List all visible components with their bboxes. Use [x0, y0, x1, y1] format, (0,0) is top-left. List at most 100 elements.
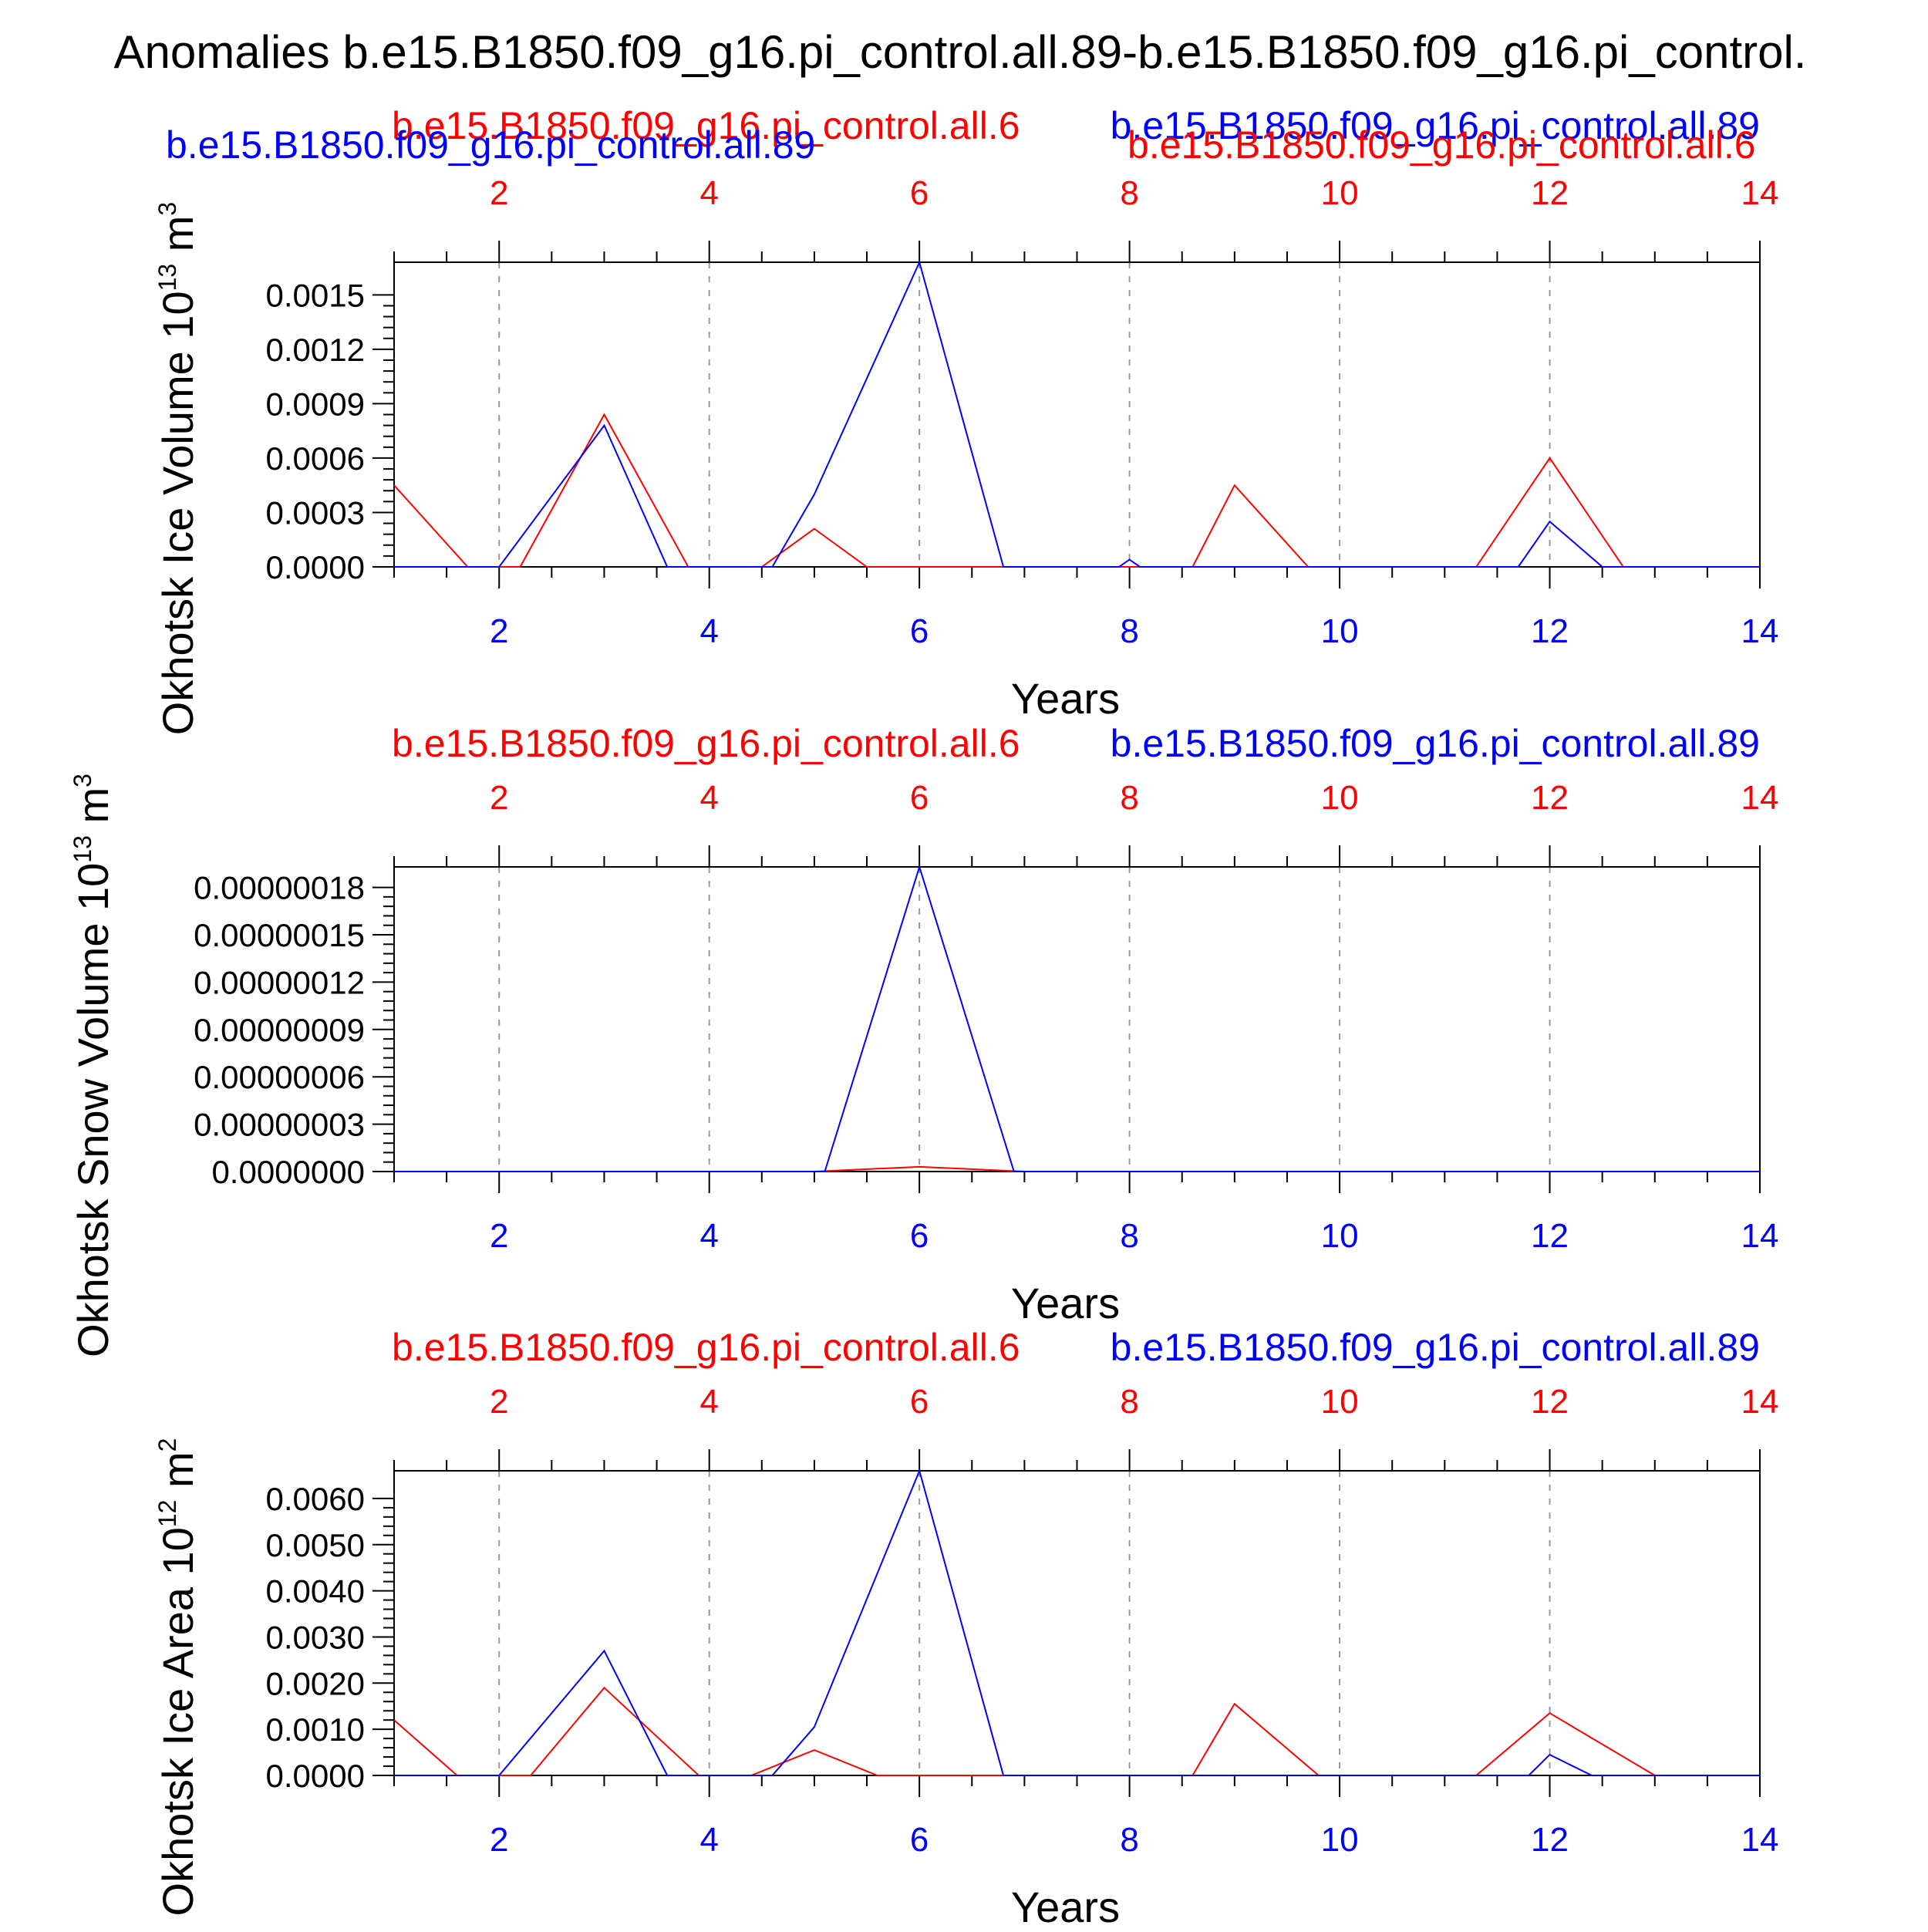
series-title-run-a: b.e15.B1850.f09_g16.pi_control.all.6	[392, 1326, 1020, 1369]
x-tick-label-bottom: 8	[1120, 612, 1138, 650]
x-tick-label-top: 6	[910, 174, 929, 212]
y-tick-label: 0.0009	[266, 386, 365, 422]
y-axis-label: Okhotsk Ice Area 1012 m2	[153, 1438, 202, 1917]
series-line-run-b	[394, 260, 1760, 568]
y-axis-label-text: Okhotsk Ice Volume 10	[153, 291, 202, 735]
x-tick-label-bottom: 6	[910, 612, 929, 650]
y-axis-label-unit: m	[153, 216, 202, 264]
series-title-run-a: b.e15.B1850.f09_g16.pi_control.all.6	[392, 722, 1020, 765]
panels-group: 2 2 4 4 6 6 8 8 10 10 12 12 14 14 0.0000 0.0003 0.0006 0.…	[69, 104, 1779, 1931]
x-tick-label-top: 10	[1321, 174, 1359, 212]
x-tick-label-bottom: 14	[1741, 1821, 1779, 1859]
y-tick-label: 0.0030	[266, 1619, 365, 1655]
y-tick-label: 0.0060	[266, 1481, 365, 1517]
x-tick-label-top: 4	[699, 1383, 718, 1421]
x-tick-label-bottom: 6	[910, 1821, 929, 1859]
y-tick-label: 0.0012	[266, 332, 365, 368]
series-line-run-a	[393, 1686, 1760, 1776]
y-tick-label: 0.0020	[266, 1665, 365, 1701]
y-tick-label: 0.0050	[266, 1527, 365, 1563]
x-tick-label-bottom: 14	[1741, 1217, 1779, 1255]
series-title-run-b: b.e15.B1850.f09_g16.pi_control.all.89	[1111, 104, 1760, 147]
y-tick-label: 0.0003	[266, 494, 365, 531]
x-tick-label-bottom: 14	[1741, 612, 1779, 650]
x-tick-label-top: 2	[490, 174, 508, 212]
y-tick-label: 0.0000000	[211, 1154, 365, 1190]
x-tick-label-top: 14	[1741, 1383, 1779, 1421]
y-tick-label: 0.0000	[266, 1758, 365, 1794]
y-tick-label: 0.0040	[266, 1573, 365, 1610]
x-tick-label-bottom: 4	[699, 1217, 718, 1255]
series-line-run-b	[394, 864, 1760, 1172]
x-tick-label-top: 4	[699, 779, 718, 817]
x-tick-label-top: 2	[490, 1383, 508, 1421]
x-tick-label-top: 8	[1120, 779, 1138, 817]
y-axis-label-unit-exponent: 3	[153, 202, 181, 216]
x-tick-label-top: 8	[1120, 174, 1138, 212]
x-tick-label-bottom: 10	[1321, 1217, 1359, 1255]
x-axis-label: Years	[1011, 1883, 1120, 1928]
x-tick-label-top: 14	[1741, 174, 1779, 212]
y-axis-label-exponent: 13	[153, 264, 181, 292]
series-line-run-b	[394, 1468, 1760, 1776]
x-tick-label-top: 8	[1120, 1383, 1138, 1421]
chart-panel-1: 2 2 4 4 6 6 8 8 10 10 12 12 14 14 0.0000 0.0003 0.0006 0.…	[153, 104, 1778, 735]
x-tick-label-top: 6	[910, 779, 929, 817]
x-tick-label-top: 2	[490, 779, 508, 817]
x-tick-label-bottom: 2	[490, 1821, 508, 1859]
x-tick-label-bottom: 2	[490, 1217, 508, 1255]
page-title: Anomalies b.e15.B1850.f09_g16.pi_control…	[114, 26, 1807, 78]
y-axis-label-unit-exponent: 3	[69, 774, 96, 787]
y-tick-label: 0.00000009	[194, 1012, 365, 1048]
y-axis-label-exponent: 12	[153, 1500, 181, 1528]
y-axis-label: Okhotsk Snow Volume 1013 m3	[69, 774, 117, 1357]
y-tick-label: 0.0010	[266, 1711, 365, 1748]
series-title-run-b-left: b.e15.B1850.f09_g16.pi_control.all.89	[166, 123, 815, 167]
x-tick-label-bottom: 12	[1531, 612, 1569, 650]
y-axis-label-text: Okhotsk Snow Volume 10	[69, 863, 117, 1357]
y-axis-label: Okhotsk Ice Volume 1013 m3	[153, 202, 202, 735]
x-tick-label-bottom: 12	[1531, 1821, 1569, 1859]
y-axis-label-unit: m	[153, 1452, 202, 1499]
series-title-run-b: b.e15.B1850.f09_g16.pi_control.all.89	[1111, 722, 1760, 765]
x-tick-label-bottom: 4	[699, 1821, 718, 1859]
x-tick-label-top: 12	[1531, 779, 1569, 817]
series-title-run-a-right: b.e15.B1850.f09_g16.pi_control.all.6	[1127, 123, 1756, 167]
x-tick-label-top: 12	[1531, 174, 1569, 212]
x-tick-label-bottom: 6	[910, 1217, 929, 1255]
x-tick-label-bottom: 8	[1120, 1217, 1138, 1255]
y-axis-label-unit: m	[69, 787, 117, 835]
series-line-run-a	[393, 413, 1760, 568]
x-tick-label-top: 14	[1741, 779, 1779, 817]
y-tick-label: 0.00000006	[194, 1059, 365, 1095]
y-axis-label-text: Okhotsk Ice Area 10	[153, 1527, 202, 1916]
series-title-run-a: b.e15.B1850.f09_g16.pi_control.all.6	[392, 104, 1020, 147]
y-axis-label-unit-exponent: 2	[153, 1438, 181, 1452]
chart-panel-2: 2 2 4 4 6 6 8 8 10 10 12 12 14 14 0.0000000 0.00000003 0…	[69, 722, 1778, 1357]
y-axis-label-exponent: 13	[69, 835, 96, 863]
x-axis-label: Years	[1011, 1279, 1120, 1327]
x-tick-label-bottom: 10	[1321, 1821, 1359, 1859]
chart-panel-3: 2 2 4 4 6 6 8 8 10 10 12 12 14 14 0.0000 0.0010 0.0020 0.…	[153, 1326, 1779, 1931]
y-tick-label: 0.0015	[266, 277, 365, 313]
series-title-run-b: b.e15.B1850.f09_g16.pi_control.all.89	[1111, 1326, 1760, 1369]
x-tick-label-top: 10	[1321, 779, 1359, 817]
x-tick-label-top: 10	[1321, 1383, 1359, 1421]
x-tick-label-bottom: 4	[699, 612, 718, 650]
y-tick-label: 0.0000	[266, 549, 365, 585]
y-tick-label: 0.0006	[266, 440, 365, 477]
x-tick-label-bottom: 2	[490, 612, 508, 650]
x-tick-label-bottom: 12	[1531, 1217, 1569, 1255]
y-tick-label: 0.00000015	[194, 917, 365, 953]
y-tick-label: 0.00000003	[194, 1107, 365, 1143]
y-tick-label: 0.00000012	[194, 964, 365, 1000]
x-tick-label-bottom: 10	[1321, 612, 1359, 650]
x-tick-label-top: 4	[699, 174, 718, 212]
x-tick-label-top: 6	[910, 1383, 929, 1421]
x-tick-label-bottom: 8	[1120, 1821, 1138, 1859]
x-tick-label-top: 12	[1531, 1383, 1569, 1421]
y-tick-label: 0.00000018	[194, 870, 365, 906]
